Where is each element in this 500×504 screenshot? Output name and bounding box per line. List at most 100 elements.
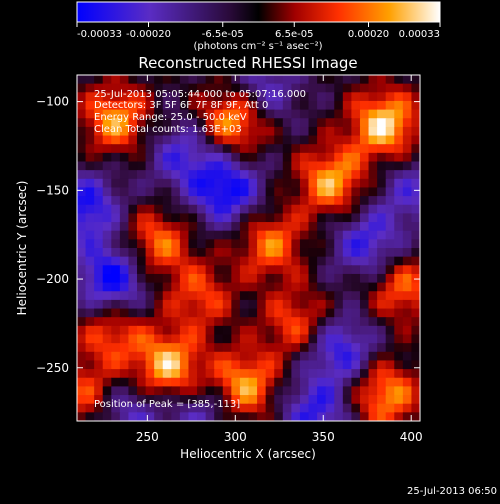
heatmap-cell <box>94 308 104 318</box>
heatmap-cell <box>282 187 292 197</box>
heatmap-cell <box>154 239 164 249</box>
heatmap-cell <box>94 282 104 292</box>
heatmap-cell <box>377 92 387 102</box>
heatmap-cell <box>334 395 344 405</box>
heatmap-cell <box>94 126 104 137</box>
heatmap-cell <box>377 126 387 137</box>
heatmap-cell <box>197 395 207 405</box>
heatmap-cell <box>154 412 164 421</box>
heatmap-cell <box>231 239 241 249</box>
heatmap-cell <box>342 256 352 266</box>
heatmap-cell <box>377 144 387 154</box>
heatmap-cell <box>171 343 181 353</box>
heatmap-cell <box>402 230 413 240</box>
heatmap-cell <box>291 343 301 353</box>
heatmap-cell <box>291 265 301 275</box>
heatmap-cell <box>145 92 155 102</box>
heatmap-cell <box>282 386 292 396</box>
heatmap-cell <box>214 386 224 396</box>
heatmap-cell <box>154 403 164 413</box>
heatmap-cell <box>308 230 318 240</box>
heatmap-cell <box>377 204 387 214</box>
heatmap-cell <box>171 152 181 163</box>
heatmap-cell <box>162 386 172 396</box>
heatmap-cell <box>411 351 420 362</box>
heatmap-cell <box>205 178 215 189</box>
heatmap-cell <box>188 196 198 206</box>
heatmap-cell <box>359 317 370 327</box>
heatmap-cell <box>111 299 121 310</box>
heatmap-cell <box>197 161 207 171</box>
heatmap-cell <box>85 360 95 370</box>
heatmap-cell <box>325 204 335 214</box>
heatmap-cell <box>377 291 387 301</box>
heatmap-cell <box>402 118 413 128</box>
heatmap-cell <box>205 334 215 344</box>
heatmap-cell <box>145 291 155 301</box>
heatmap-cell <box>102 152 112 163</box>
colorbar: -0.00033 -0.00020 -6.5e-05 6.5e-05 0.00020 0.… <box>76 1 441 52</box>
heatmap-cell <box>179 282 190 292</box>
heatmap-cell <box>239 239 250 249</box>
heatmap-cell <box>145 144 155 154</box>
heatmap-cell <box>299 369 310 379</box>
heatmap-cell <box>171 403 181 413</box>
heatmap-cell <box>231 83 241 93</box>
heatmap-cell <box>334 351 344 362</box>
heatmap-cell <box>342 222 352 232</box>
heatmap-cell <box>274 299 284 310</box>
heatmap-cell <box>231 317 241 327</box>
heatmap-cell <box>377 299 387 310</box>
heatmap-cell <box>179 187 190 197</box>
heatmap-cell <box>205 291 215 301</box>
heatmap-cell <box>299 152 310 163</box>
heatmap-cell <box>411 161 420 171</box>
heatmap-cell <box>317 334 327 344</box>
heatmap-cell <box>282 100 292 111</box>
heatmap-cell <box>119 325 130 336</box>
heatmap-cell <box>359 83 370 93</box>
heatmap-cell <box>77 282 87 292</box>
heatmap-cell <box>317 109 327 119</box>
heatmap-cell <box>265 299 275 310</box>
heatmap-cell <box>137 299 147 310</box>
heatmap-cell <box>145 196 155 206</box>
heatmap-cell <box>222 256 232 266</box>
heatmap-cell <box>222 317 232 327</box>
annotation-clean-counts: Clean Total counts: 1.63E+03 <box>94 124 242 135</box>
heatmap-cell <box>265 83 275 93</box>
heatmap-cell <box>231 248 241 258</box>
heatmap-cell <box>299 144 310 154</box>
heatmap-cell <box>231 265 241 275</box>
heatmap-cell <box>308 386 318 396</box>
heatmap-cell <box>308 317 318 327</box>
heatmap-cell <box>248 282 258 292</box>
heatmap-cell <box>179 239 190 249</box>
heatmap-cell <box>197 386 207 396</box>
heatmap-cell <box>85 239 95 249</box>
heatmap-cell <box>119 273 130 284</box>
heatmap-cell <box>377 248 387 258</box>
heatmap-cell <box>111 412 121 421</box>
heatmap-cell <box>137 178 147 189</box>
heatmap-cell <box>248 100 258 111</box>
heatmap-cell <box>317 204 327 214</box>
heatmap-cell <box>171 109 181 119</box>
heatmap-cell <box>368 334 378 344</box>
y-tick-label: −250 <box>36 361 69 375</box>
heatmap-cell <box>351 222 361 232</box>
heatmap-cell <box>231 299 241 310</box>
heatmap-cell <box>171 126 181 137</box>
heatmap-cell <box>342 126 352 137</box>
heatmap-cell <box>239 395 250 405</box>
heatmap-cell <box>102 386 112 396</box>
heatmap-cell <box>351 187 361 197</box>
heatmap-cell <box>394 152 404 163</box>
heatmap-cell <box>359 325 370 336</box>
heatmap-cell <box>308 109 318 119</box>
heatmap-cell <box>205 187 215 197</box>
heatmap-cell <box>188 282 198 292</box>
heatmap-cell <box>394 343 404 353</box>
heatmap-cell <box>317 222 327 232</box>
heatmap-cell <box>317 291 327 301</box>
